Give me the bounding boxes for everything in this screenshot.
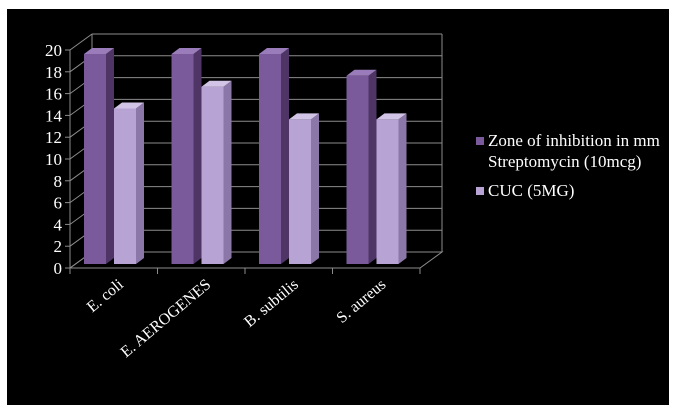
x-tick-label: S. aureus (333, 276, 389, 327)
bar-side-1-2 (281, 48, 289, 264)
bar-1-0 (84, 54, 106, 264)
bar-side-1-1 (193, 48, 202, 264)
bar-top-2-1 (201, 80, 232, 87)
y-tick-label: 10 (45, 150, 62, 169)
y-tick-label: 2 (54, 237, 63, 256)
bar-top-2-0 (114, 102, 144, 109)
y-tick-label: 8 (54, 172, 63, 191)
y-tick-label: 20 (45, 41, 62, 60)
legend: Zone of inhibition in mm Streptomycin (1… (476, 130, 671, 209)
bar-side-2-2 (311, 113, 319, 265)
y-tick-label: 16 (45, 85, 62, 104)
gridline-depth (69, 33, 93, 51)
y-tick-label: 6 (54, 194, 63, 213)
bar-2-3 (376, 119, 399, 265)
bar-side-2-3 (398, 113, 407, 265)
bar-top-1-3 (346, 69, 377, 76)
bar-side-2-1 (223, 80, 232, 264)
bar-2-0 (114, 108, 136, 264)
x-tick-label: E. AEROGENES (118, 276, 215, 361)
bar-top-1-1 (171, 48, 202, 54)
x-tick-label: B. subtilis (241, 276, 302, 331)
bar-1-1 (171, 54, 194, 264)
bar-top-2-3 (376, 113, 407, 120)
bar-2-2 (289, 119, 311, 265)
legend-swatch-series-2 (476, 187, 484, 195)
x-tick-label: E. coli (84, 276, 127, 316)
legend-label-series-2: CUC (5MG) (488, 181, 575, 200)
bar-1-2 (259, 54, 281, 264)
y-tick-label: 12 (45, 128, 62, 147)
bars (84, 48, 407, 265)
legend-label-series-1: Zone of inhibition in mm Streptomycin (1… (488, 131, 660, 171)
y-tick-label: 18 (45, 63, 62, 82)
y-tick-label: 4 (54, 215, 63, 234)
bar-top-2-2 (289, 113, 319, 120)
legend-item-series-1: Zone of inhibition in mm Streptomycin (1… (476, 130, 671, 172)
bar-side-1-0 (106, 48, 114, 264)
bar-1-3 (346, 75, 369, 264)
bar-top-1-2 (259, 48, 289, 54)
bar-2-1 (201, 86, 224, 264)
bar-top-1-0 (84, 48, 114, 54)
legend-swatch-series-1 (476, 137, 484, 145)
y-tick-label: 0 (54, 259, 63, 278)
bar-side-1-3 (368, 69, 377, 264)
y-tick-label: 14 (45, 106, 63, 125)
legend-item-series-2: CUC (5MG) (476, 180, 671, 201)
bar-side-2-0 (136, 102, 144, 264)
